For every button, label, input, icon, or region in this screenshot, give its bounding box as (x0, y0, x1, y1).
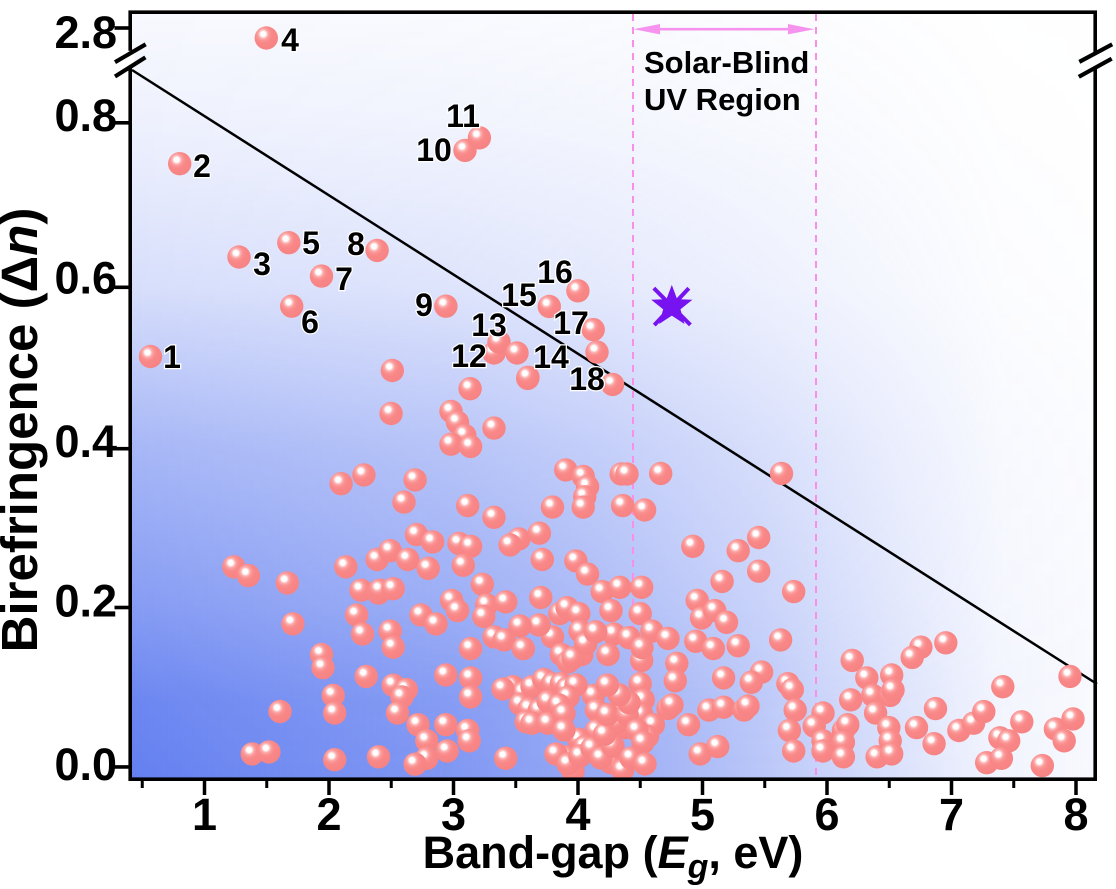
svg-text:2: 2 (316, 789, 341, 840)
svg-text:11: 11 (446, 98, 480, 134)
svg-text:15: 15 (501, 277, 537, 313)
svg-text:4: 4 (281, 22, 299, 58)
svg-text:0.6: 0.6 (54, 253, 117, 304)
svg-text:13: 13 (471, 307, 507, 343)
svg-text:Birefringence (Δn): Birefringence (Δn) (0, 208, 48, 653)
svg-text:8: 8 (347, 226, 365, 262)
svg-text:14: 14 (533, 339, 569, 375)
svg-text:18: 18 (569, 361, 605, 397)
svg-text:16: 16 (537, 254, 573, 290)
svg-text:1: 1 (163, 339, 181, 375)
svg-text:5: 5 (690, 789, 715, 840)
svg-text:8: 8 (1063, 789, 1088, 840)
svg-text:Solar-Blind: Solar-Blind (644, 45, 809, 80)
svg-text:7: 7 (939, 789, 964, 840)
svg-text:10: 10 (416, 132, 452, 168)
svg-text:UV Region: UV Region (644, 82, 801, 117)
svg-text:7: 7 (335, 261, 353, 297)
svg-text:17: 17 (553, 305, 589, 341)
svg-text:Band-gap (Eg, eV): Band-gap (Eg, eV) (423, 827, 804, 886)
svg-text:9: 9 (415, 287, 433, 323)
svg-text:0.4: 0.4 (54, 416, 117, 467)
svg-text:2.8: 2.8 (54, 7, 117, 58)
svg-text:0.0: 0.0 (54, 739, 117, 790)
svg-text:6: 6 (301, 304, 319, 340)
svg-text:12: 12 (451, 338, 487, 374)
svg-text:0.8: 0.8 (54, 90, 117, 141)
svg-text:0.2: 0.2 (54, 576, 117, 627)
svg-text:6: 6 (814, 789, 839, 840)
svg-text:4: 4 (565, 789, 590, 840)
svg-text:1: 1 (192, 789, 217, 840)
svg-text:3: 3 (441, 789, 466, 840)
svg-text:3: 3 (253, 246, 271, 282)
svg-text:5: 5 (302, 225, 320, 261)
svg-text:2: 2 (193, 148, 211, 184)
